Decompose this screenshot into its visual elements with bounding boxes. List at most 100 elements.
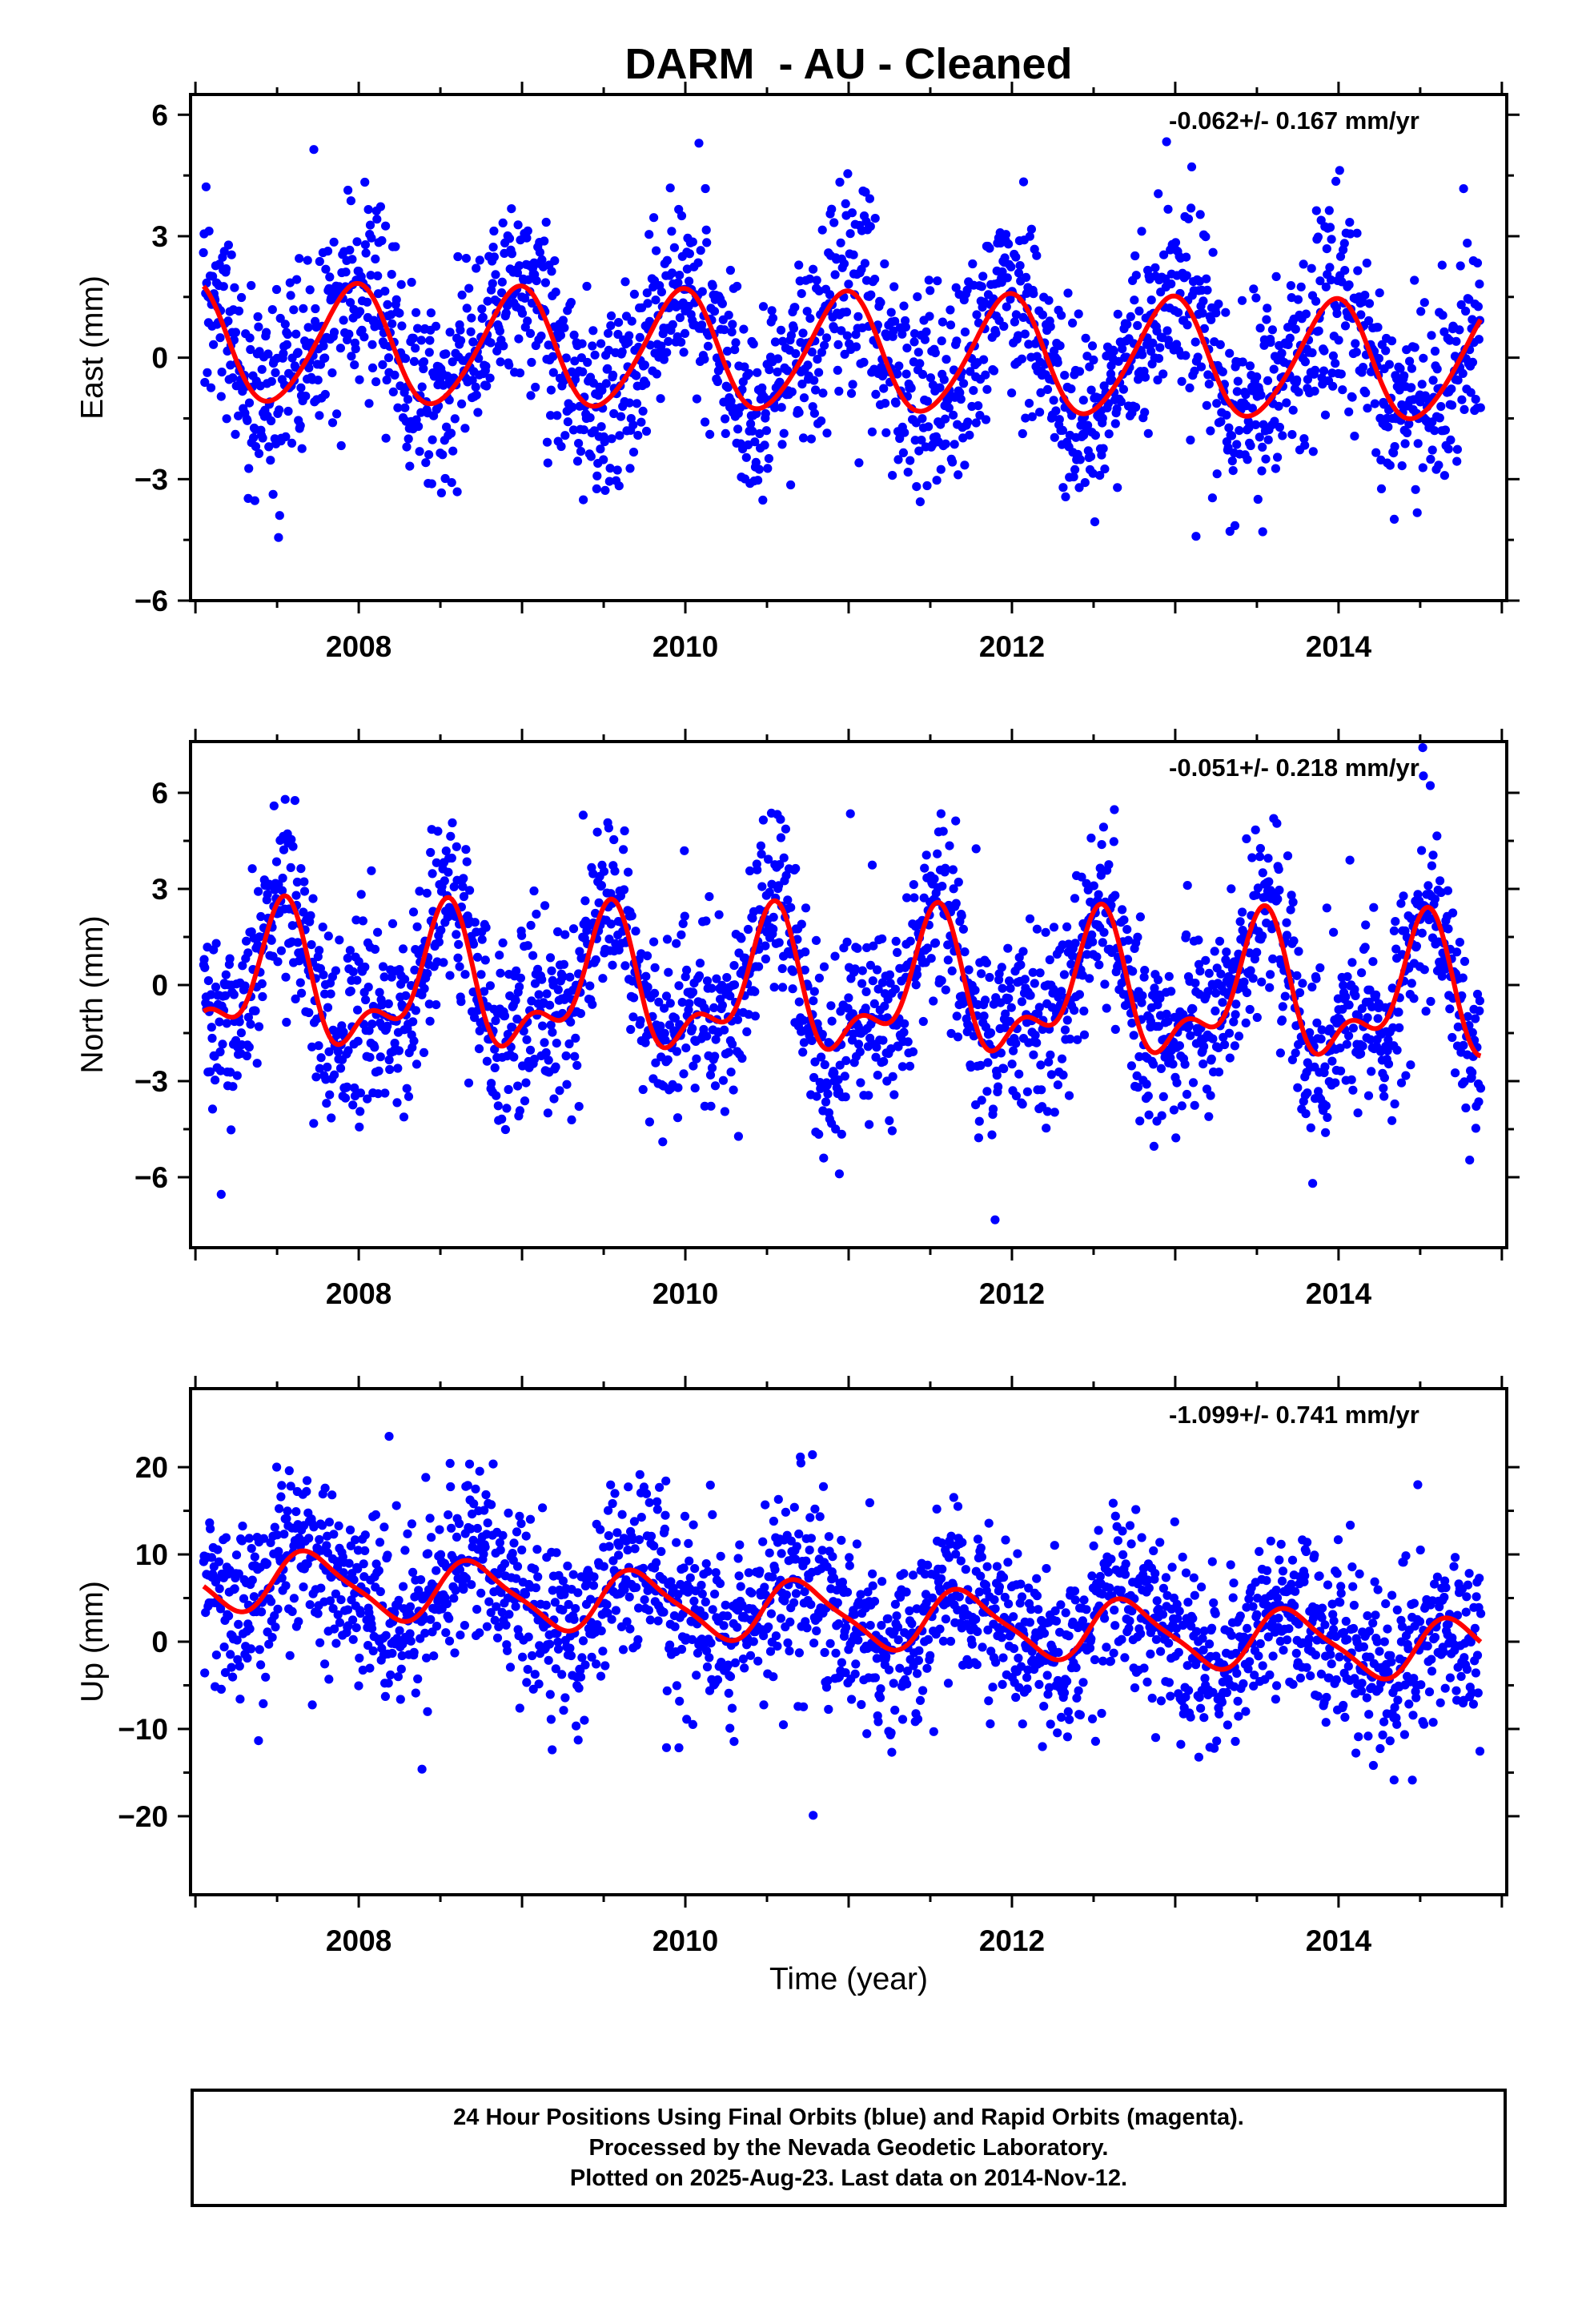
north-data-point bbox=[521, 1078, 531, 1088]
east-data-point bbox=[645, 340, 655, 350]
north-data-point bbox=[498, 938, 508, 947]
east-data-point bbox=[346, 298, 355, 308]
north-data-point bbox=[585, 981, 595, 991]
east-data-point bbox=[292, 275, 302, 284]
north-data-point bbox=[552, 1039, 561, 1048]
north-data-point bbox=[830, 951, 840, 961]
up-data-point bbox=[518, 1652, 528, 1662]
east-data-point bbox=[496, 357, 505, 367]
east-data-point bbox=[969, 386, 978, 396]
up-data-point bbox=[479, 1550, 488, 1559]
east-data-point bbox=[641, 426, 652, 436]
up-data-point bbox=[305, 1600, 315, 1610]
east-data-point bbox=[977, 282, 986, 292]
east-data-point bbox=[1150, 263, 1160, 272]
east-data-point bbox=[266, 456, 275, 465]
north-data-point bbox=[572, 1060, 582, 1070]
up-data-point bbox=[523, 1665, 532, 1675]
east-data-point bbox=[228, 373, 238, 383]
north-data-point bbox=[1044, 1057, 1054, 1067]
east-data-point bbox=[1400, 439, 1410, 448]
up-data-point bbox=[577, 1653, 587, 1663]
east-data-point bbox=[814, 368, 824, 377]
east-data-point bbox=[222, 414, 231, 424]
east-data-point bbox=[1410, 343, 1419, 352]
north-data-point bbox=[373, 927, 383, 937]
north-data-point bbox=[1030, 979, 1039, 988]
up-data-point bbox=[469, 1499, 479, 1509]
east-data-point bbox=[387, 319, 397, 328]
east-data-point bbox=[1455, 325, 1464, 335]
east-data-point bbox=[773, 367, 782, 377]
east-data-point bbox=[586, 452, 596, 461]
east-data-point bbox=[721, 414, 730, 424]
up-data-point bbox=[455, 1565, 465, 1574]
north-data-point bbox=[404, 1092, 414, 1101]
north-data-point bbox=[256, 911, 266, 922]
north-data-point bbox=[1280, 991, 1290, 1001]
north-data-point bbox=[627, 911, 636, 921]
east-data-point bbox=[1440, 425, 1450, 435]
east-data-point bbox=[829, 218, 839, 227]
east-data-point bbox=[445, 328, 455, 337]
north-data-point bbox=[702, 976, 713, 986]
east-data-point bbox=[770, 403, 780, 412]
east-data-point bbox=[1106, 361, 1116, 371]
east-data-point bbox=[560, 431, 570, 440]
north-data-point bbox=[1057, 987, 1066, 996]
up-data-point bbox=[441, 1628, 451, 1638]
up-data-point bbox=[354, 1681, 363, 1691]
east-data-point bbox=[415, 447, 424, 456]
east-data-point bbox=[649, 213, 659, 223]
up-data-point bbox=[384, 1432, 394, 1441]
up-data-point bbox=[360, 1530, 370, 1540]
north-data-point bbox=[1445, 1004, 1455, 1014]
east-data-point bbox=[201, 182, 211, 191]
north-data-point bbox=[1067, 951, 1077, 961]
north-data-point bbox=[1117, 979, 1126, 988]
east-data-point bbox=[656, 287, 667, 297]
east-data-point bbox=[893, 455, 903, 464]
north-data-point bbox=[491, 1015, 500, 1026]
up-data-point bbox=[235, 1695, 245, 1704]
east-data-point bbox=[520, 293, 530, 303]
north-data-point bbox=[673, 1083, 683, 1092]
north-data-point bbox=[513, 1081, 523, 1091]
east-data-point bbox=[585, 413, 595, 423]
north-data-point bbox=[538, 1021, 548, 1031]
north-data-point bbox=[1245, 948, 1255, 958]
east-data-point bbox=[489, 252, 500, 262]
east-data-point bbox=[566, 298, 576, 308]
east-data-point bbox=[498, 218, 508, 227]
east-data-point bbox=[1112, 404, 1122, 413]
north-data-point bbox=[1098, 938, 1107, 947]
north-data-point bbox=[548, 1027, 557, 1037]
east-data-point bbox=[1057, 311, 1066, 320]
up-data-point bbox=[405, 1602, 416, 1611]
north-data-point bbox=[776, 833, 786, 842]
north-data-point bbox=[588, 869, 598, 879]
north-data-point bbox=[705, 892, 714, 902]
east-data-point bbox=[1070, 464, 1080, 475]
east-data-point bbox=[546, 385, 556, 395]
north-data-point bbox=[286, 862, 295, 872]
east-data-point bbox=[1418, 463, 1427, 472]
east-data-point bbox=[893, 369, 902, 379]
north-data-point bbox=[885, 1116, 894, 1125]
north-data-point bbox=[1104, 860, 1114, 870]
up-data-point bbox=[598, 1647, 608, 1656]
north-data-point bbox=[1419, 771, 1428, 781]
east-data-point bbox=[894, 361, 904, 371]
east-data-point bbox=[1472, 258, 1483, 267]
up-data-point bbox=[461, 1574, 472, 1583]
east-data-point bbox=[809, 264, 818, 274]
north-data-point bbox=[1128, 967, 1138, 976]
east-data-point bbox=[481, 361, 491, 371]
north-data-point bbox=[472, 952, 483, 962]
north-data-point bbox=[1360, 943, 1370, 952]
north-data-point bbox=[827, 1016, 837, 1026]
east-data-point bbox=[579, 495, 588, 505]
east-data-point bbox=[402, 442, 412, 452]
north-data-point bbox=[1079, 1006, 1089, 1016]
north-data-point bbox=[905, 1061, 915, 1071]
